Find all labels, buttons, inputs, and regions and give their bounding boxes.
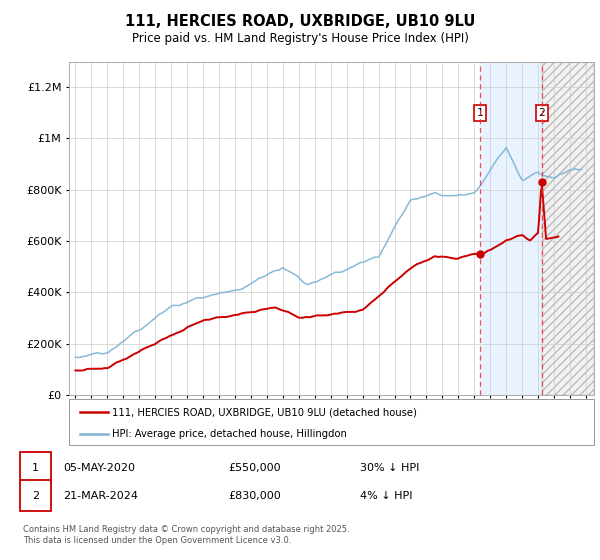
Text: 111, HERCIES ROAD, UXBRIDGE, UB10 9LU (detached house): 111, HERCIES ROAD, UXBRIDGE, UB10 9LU (d… xyxy=(112,407,417,417)
Text: 1: 1 xyxy=(32,463,39,473)
Text: 1: 1 xyxy=(476,108,483,118)
Bar xyxy=(542,62,594,395)
Text: 2: 2 xyxy=(32,491,39,501)
Text: 05-MAY-2020: 05-MAY-2020 xyxy=(63,463,135,473)
Text: 21-MAR-2024: 21-MAR-2024 xyxy=(63,491,138,501)
Text: 111, HERCIES ROAD, UXBRIDGE, UB10 9LU: 111, HERCIES ROAD, UXBRIDGE, UB10 9LU xyxy=(125,14,475,29)
Bar xyxy=(480,62,542,395)
Text: HPI: Average price, detached house, Hillingdon: HPI: Average price, detached house, Hill… xyxy=(112,429,347,438)
Bar xyxy=(542,62,594,395)
Text: £830,000: £830,000 xyxy=(228,491,281,501)
Text: Contains HM Land Registry data © Crown copyright and database right 2025.
This d: Contains HM Land Registry data © Crown c… xyxy=(23,525,349,545)
Text: £550,000: £550,000 xyxy=(228,463,281,473)
Text: Price paid vs. HM Land Registry's House Price Index (HPI): Price paid vs. HM Land Registry's House … xyxy=(131,32,469,45)
Text: 2: 2 xyxy=(538,108,545,118)
Text: 30% ↓ HPI: 30% ↓ HPI xyxy=(360,463,419,473)
Text: 4% ↓ HPI: 4% ↓ HPI xyxy=(360,491,413,501)
